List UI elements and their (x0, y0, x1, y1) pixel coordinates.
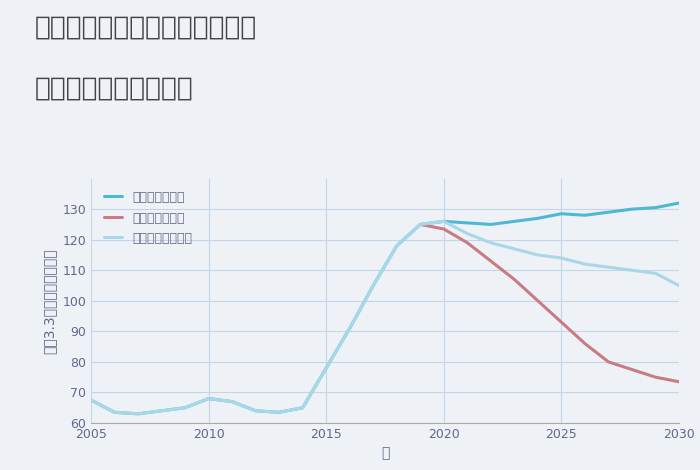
ノーマルシナリオ (369, 282, 377, 288)
ノーマルシナリオ (581, 261, 589, 267)
グッドシナリオ (228, 399, 237, 404)
グッドシナリオ (416, 222, 424, 227)
Line: バッドシナリオ: バッドシナリオ (420, 225, 679, 382)
ノーマルシナリオ (181, 405, 189, 411)
グッドシナリオ (557, 211, 566, 217)
グッドシナリオ (346, 325, 354, 331)
バッドシナリオ (557, 320, 566, 325)
グッドシナリオ (298, 405, 307, 411)
ノーマルシナリオ (393, 243, 401, 249)
グッドシナリオ (486, 222, 495, 227)
グッドシナリオ (510, 219, 519, 224)
バッドシナリオ (651, 374, 659, 380)
グッドシナリオ (628, 206, 636, 212)
ノーマルシナリオ (440, 219, 448, 224)
Text: 中古戸建ての価格推移: 中古戸建ての価格推移 (35, 75, 194, 101)
ノーマルシナリオ (346, 325, 354, 331)
グッドシナリオ (651, 205, 659, 211)
Y-axis label: 坪（3.3㎡）単価（万円）: 坪（3.3㎡）単価（万円） (43, 248, 57, 353)
グッドシナリオ (604, 210, 612, 215)
グッドシナリオ (393, 243, 401, 249)
バッドシナリオ (675, 379, 683, 384)
グッドシナリオ (275, 409, 284, 415)
グッドシナリオ (111, 409, 119, 415)
ノーマルシナリオ (557, 255, 566, 261)
グッドシナリオ (87, 397, 95, 403)
Line: グッドシナリオ: グッドシナリオ (91, 203, 679, 414)
Line: ノーマルシナリオ: ノーマルシナリオ (91, 221, 679, 414)
ノーマルシナリオ (675, 282, 683, 288)
グッドシナリオ (181, 405, 189, 411)
ノーマルシナリオ (158, 408, 166, 414)
ノーマルシナリオ (651, 271, 659, 276)
ノーマルシナリオ (416, 222, 424, 227)
ノーマルシナリオ (204, 396, 213, 401)
ノーマルシナリオ (251, 408, 260, 414)
ノーマルシナリオ (322, 365, 330, 371)
ノーマルシナリオ (533, 252, 542, 258)
ノーマルシナリオ (111, 409, 119, 415)
バッドシナリオ (486, 258, 495, 264)
Text: 愛知県名古屋市中村区若宮町の: 愛知県名古屋市中村区若宮町の (35, 14, 258, 40)
ノーマルシナリオ (463, 231, 472, 236)
ノーマルシナリオ (275, 409, 284, 415)
ノーマルシナリオ (604, 264, 612, 270)
グッドシナリオ (134, 411, 142, 417)
グッドシナリオ (463, 220, 472, 226)
バッドシナリオ (581, 341, 589, 346)
X-axis label: 年: 年 (381, 446, 389, 461)
バッドシナリオ (604, 359, 612, 365)
グッドシナリオ (369, 282, 377, 288)
バッドシナリオ (416, 222, 424, 227)
ノーマルシナリオ (298, 405, 307, 411)
バッドシナリオ (533, 298, 542, 304)
グッドシナリオ (158, 408, 166, 414)
ノーマルシナリオ (486, 240, 495, 246)
ノーマルシナリオ (228, 399, 237, 404)
グッドシナリオ (675, 200, 683, 206)
グッドシナリオ (533, 215, 542, 221)
グッドシナリオ (251, 408, 260, 414)
ノーマルシナリオ (510, 246, 519, 252)
Legend: グッドシナリオ, バッドシナリオ, ノーマルシナリオ: グッドシナリオ, バッドシナリオ, ノーマルシナリオ (97, 185, 199, 251)
グッドシナリオ (581, 212, 589, 218)
グッドシナリオ (204, 396, 213, 401)
バッドシナリオ (628, 367, 636, 372)
バッドシナリオ (440, 226, 448, 232)
ノーマルシナリオ (87, 397, 95, 403)
ノーマルシナリオ (134, 411, 142, 417)
バッドシナリオ (510, 276, 519, 282)
ノーマルシナリオ (628, 267, 636, 273)
グッドシナリオ (322, 365, 330, 371)
グッドシナリオ (440, 219, 448, 224)
バッドシナリオ (463, 240, 472, 246)
